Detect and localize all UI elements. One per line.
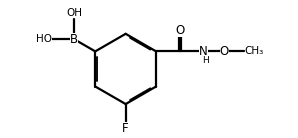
Text: OH: OH (66, 8, 82, 18)
Text: O: O (176, 24, 185, 37)
Text: F: F (122, 122, 129, 135)
Text: B: B (70, 33, 78, 46)
Text: H: H (202, 56, 209, 65)
Text: O: O (220, 45, 229, 58)
Text: CH₃: CH₃ (245, 46, 264, 56)
Text: N: N (199, 45, 208, 58)
Text: HO: HO (36, 34, 52, 44)
